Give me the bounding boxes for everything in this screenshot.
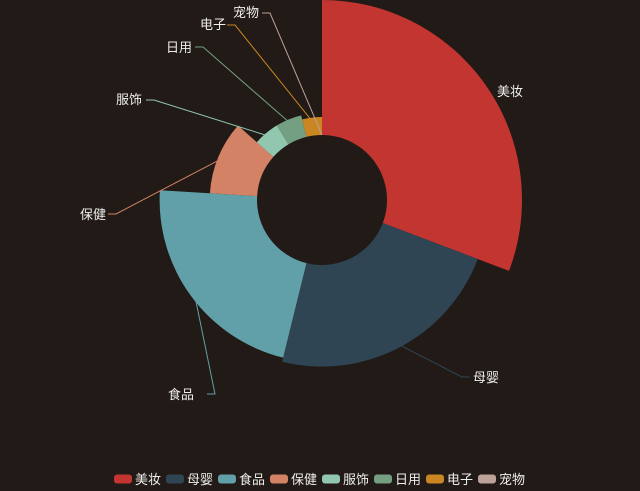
- slice-1[interactable]: [282, 223, 478, 367]
- legend-swatch-0: [114, 474, 132, 484]
- legend-label-6: 电子: [447, 473, 473, 488]
- legend-label-1: 母婴: [187, 473, 213, 488]
- label-line-0: [476, 88, 485, 92]
- legend-swatch-5: [374, 474, 392, 484]
- legend-label-7: 宠物: [499, 472, 525, 488]
- label-line-6: [227, 24, 313, 122]
- legend-item-6[interactable]: 电子: [426, 473, 473, 488]
- legend-label-0: 美妆: [135, 473, 161, 488]
- legend-label-2: 食品: [239, 472, 265, 488]
- slice-6[interactable]: [302, 117, 322, 137]
- slice-label-0: 美妆: [497, 85, 523, 100]
- legend-swatch-4: [322, 474, 340, 484]
- legend-label-4: 服饰: [343, 473, 369, 488]
- chart-slices: [159, 0, 522, 367]
- slice-4[interactable]: [256, 125, 289, 157]
- label-line-1: [397, 343, 470, 378]
- legend-item-5[interactable]: 日用: [374, 473, 421, 488]
- label-line-3: [108, 158, 223, 215]
- legend-item-2[interactable]: 食品: [218, 472, 265, 488]
- legend-item-0[interactable]: 美妆: [114, 473, 161, 488]
- legend-swatch-3: [270, 474, 288, 484]
- slice-label-4: 服饰: [116, 93, 142, 108]
- label-line-2: [193, 293, 216, 395]
- slice-3[interactable]: [209, 125, 274, 197]
- slice-label-3: 保健: [80, 208, 106, 223]
- legend-item-3[interactable]: 保健: [270, 473, 317, 488]
- legend-label-5: 日用: [395, 473, 421, 488]
- legend-swatch-1: [166, 474, 184, 484]
- slice-label-1: 母婴: [473, 371, 499, 386]
- label-line-4: [146, 99, 269, 137]
- legend-item-4[interactable]: 服饰: [322, 473, 369, 488]
- slice-label-7: 宠物: [233, 5, 259, 21]
- label-line-7: [262, 12, 323, 136]
- chart-legend: 美妆 母婴 食品 保健 服饰 日用 电子 宠物: [114, 472, 525, 488]
- legend-swatch-6: [426, 474, 444, 484]
- slice-label-5: 日用: [166, 41, 192, 56]
- legend-swatch-7: [478, 474, 496, 484]
- label-line-5: [195, 46, 291, 124]
- slice-5[interactable]: [276, 115, 307, 145]
- legend-swatch-2: [218, 474, 236, 484]
- legend-item-7[interactable]: 宠物: [478, 472, 525, 488]
- legend-item-1[interactable]: 母婴: [166, 473, 213, 488]
- slice-2[interactable]: [159, 190, 307, 358]
- slice-label-2: 食品: [168, 387, 194, 403]
- chart-label-lines: [108, 12, 485, 395]
- slice-label-6: 电子: [200, 18, 226, 33]
- legend-label-3: 保健: [291, 473, 317, 488]
- slice-0[interactable]: [322, 0, 522, 271]
